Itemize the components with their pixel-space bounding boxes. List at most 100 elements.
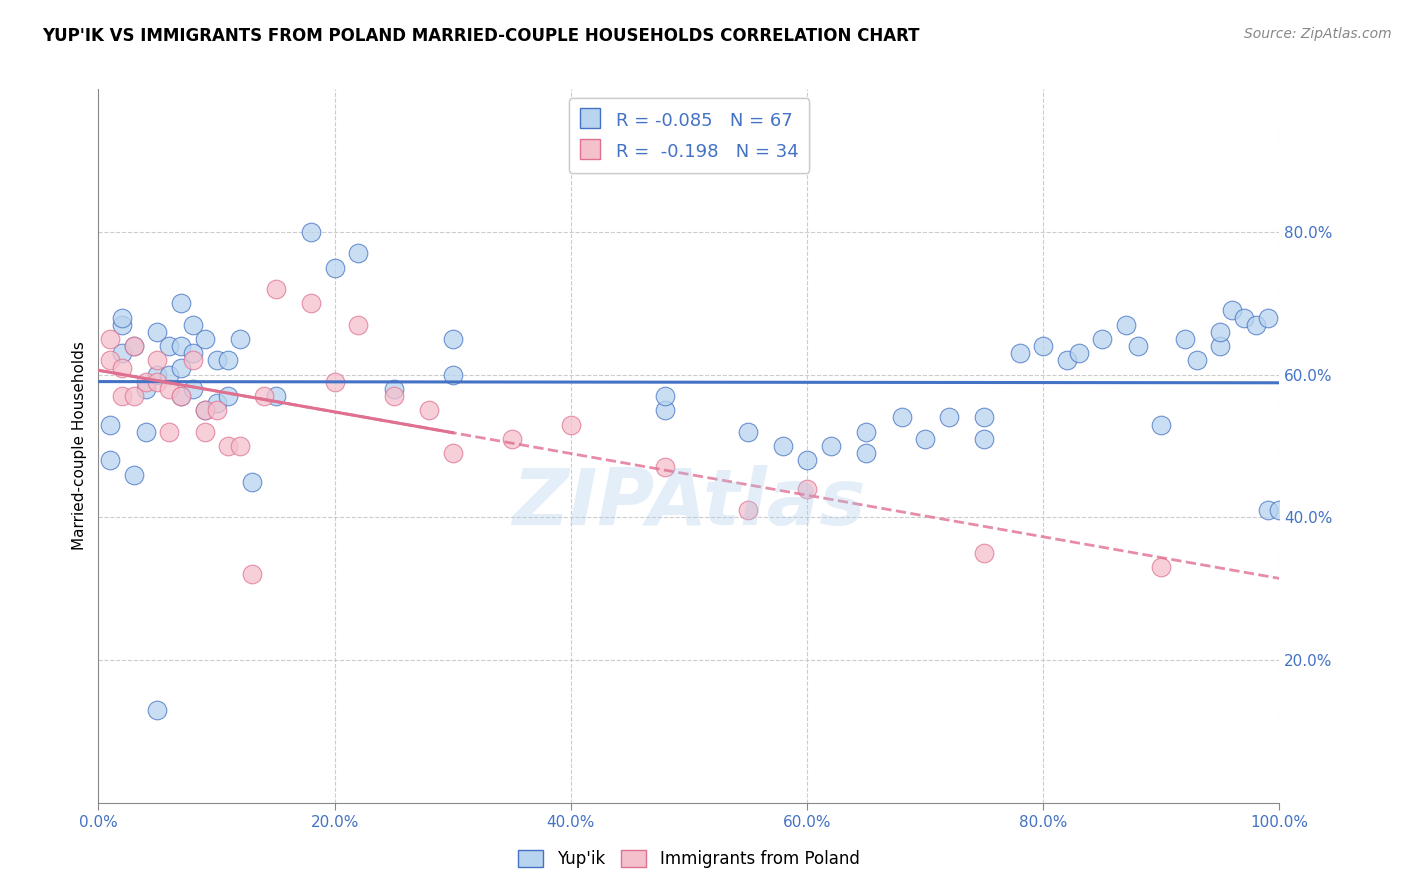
Point: [1056, 353, 1078, 368]
Point: [1220, 303, 1243, 318]
Point: [1126, 339, 1149, 353]
Point: [111, 318, 134, 332]
Point: [654, 389, 676, 403]
Point: [205, 403, 228, 417]
Point: [111, 310, 134, 325]
Point: [1209, 325, 1232, 339]
Point: [98, 417, 121, 432]
Point: [264, 389, 287, 403]
Point: [772, 439, 794, 453]
Point: [122, 389, 145, 403]
Point: [217, 389, 239, 403]
Point: [820, 439, 842, 453]
Point: [170, 389, 193, 403]
Point: [796, 453, 818, 467]
Point: [382, 389, 405, 403]
Point: [737, 425, 759, 439]
Point: [299, 296, 322, 310]
Point: [441, 368, 464, 382]
Point: [111, 389, 134, 403]
Point: [914, 432, 936, 446]
Point: [205, 353, 228, 368]
Point: [654, 460, 676, 475]
Point: [98, 332, 121, 346]
Point: [1185, 353, 1208, 368]
Point: [890, 410, 912, 425]
Point: [194, 425, 217, 439]
Point: [654, 403, 676, 417]
Point: [194, 403, 217, 417]
Point: [111, 360, 134, 375]
Point: [146, 325, 169, 339]
Point: [855, 425, 877, 439]
Point: [194, 332, 217, 346]
Point: [1091, 332, 1114, 346]
Point: [111, 346, 134, 360]
Point: [240, 475, 263, 489]
Point: [418, 403, 440, 417]
Point: [157, 382, 180, 396]
Point: [1174, 332, 1197, 346]
Point: [737, 503, 759, 517]
Text: YUP'IK VS IMMIGRANTS FROM POLAND MARRIED-COUPLE HOUSEHOLDS CORRELATION CHART: YUP'IK VS IMMIGRANTS FROM POLAND MARRIED…: [42, 27, 920, 45]
Point: [1008, 346, 1031, 360]
Point: [973, 432, 995, 446]
Point: [194, 403, 217, 417]
Point: [382, 382, 405, 396]
Point: [1150, 417, 1173, 432]
Point: [146, 703, 169, 717]
Legend: R = -0.085   N = 67, R =  -0.198   N = 34: R = -0.085 N = 67, R = -0.198 N = 34: [568, 98, 810, 173]
Point: [181, 382, 204, 396]
Text: Source: ZipAtlas.com: Source: ZipAtlas.com: [1244, 27, 1392, 41]
Point: [1032, 339, 1054, 353]
Point: [157, 339, 180, 353]
Point: [973, 410, 995, 425]
Point: [229, 332, 252, 346]
Point: [299, 225, 322, 239]
Point: [1244, 318, 1267, 332]
Point: [1150, 560, 1173, 574]
Point: [122, 339, 145, 353]
Point: [938, 410, 960, 425]
Point: [157, 425, 180, 439]
Point: [1209, 339, 1232, 353]
Point: [1233, 310, 1256, 325]
Point: [240, 567, 263, 582]
Point: [264, 282, 287, 296]
Point: [1268, 503, 1291, 517]
Point: [135, 425, 157, 439]
Point: [501, 432, 523, 446]
Point: [135, 382, 157, 396]
Point: [229, 439, 252, 453]
Point: [1257, 503, 1279, 517]
Point: [181, 346, 204, 360]
Point: [170, 360, 193, 375]
Point: [796, 482, 818, 496]
Point: [146, 353, 169, 368]
Point: [98, 453, 121, 467]
Point: [181, 318, 204, 332]
Text: ZIPAtlas: ZIPAtlas: [512, 465, 866, 541]
Point: [122, 339, 145, 353]
Point: [205, 396, 228, 410]
Point: [347, 318, 370, 332]
Point: [146, 368, 169, 382]
Point: [217, 353, 239, 368]
Point: [217, 439, 239, 453]
Point: [181, 353, 204, 368]
Point: [135, 375, 157, 389]
Point: [98, 353, 121, 368]
Point: [1067, 346, 1090, 360]
Point: [170, 389, 193, 403]
Point: [323, 260, 346, 275]
Point: [973, 546, 995, 560]
Point: [157, 368, 180, 382]
Point: [170, 296, 193, 310]
Point: [170, 339, 193, 353]
Point: [146, 375, 169, 389]
Y-axis label: Married-couple Households: Married-couple Households: [72, 342, 87, 550]
Point: [347, 246, 370, 260]
Point: [1257, 310, 1279, 325]
Point: [323, 375, 346, 389]
Point: [253, 389, 276, 403]
